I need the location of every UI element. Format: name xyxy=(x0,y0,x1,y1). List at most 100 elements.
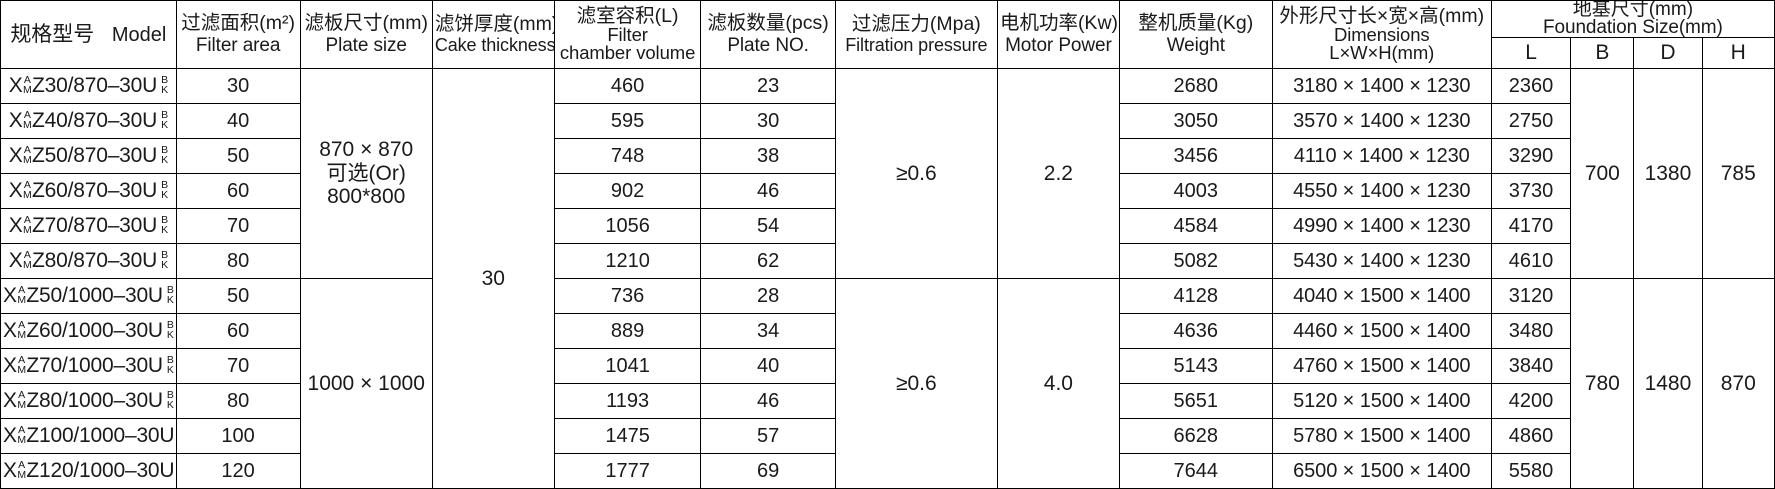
col-header-weight: 整机质量(Kg) Weight xyxy=(1118,0,1273,70)
table-body: X A M Z30/870–30U B K 30 870 × 870 可选(Or) 800*800… xyxy=(0,68,1775,489)
table-row: X A M Z70/1000–30U B K 70 1041 40 5143 4760 × 1500… xyxy=(0,348,1775,385)
col-header-plate-size: 滤板尺寸(mm) Plate size xyxy=(299,0,433,70)
cell-weight: 6628 xyxy=(1118,418,1273,455)
col-header-filter-area-cn: 过滤面积(m²) xyxy=(181,12,295,34)
cell-foundation-l: 4610 xyxy=(1490,243,1572,280)
cell-filter-area: 40 xyxy=(175,103,301,140)
model-prefix: X xyxy=(3,354,17,378)
model-prefix: X xyxy=(3,284,17,308)
cell-chamber-volume: 1210 xyxy=(553,243,702,280)
cell-chamber-volume: 595 xyxy=(553,103,702,140)
col-header-dimensions-en1: Dimensions xyxy=(1333,24,1430,46)
cell-foundation-l: 4170 xyxy=(1490,208,1572,245)
cell-plate-no: 23 xyxy=(700,68,836,105)
col-header-model-en: Model xyxy=(111,23,167,46)
cell-foundation-l: 4860 xyxy=(1490,418,1572,455)
cell-foundation-h: 785 xyxy=(1701,68,1775,280)
cell-model: X A M Z70/1000–30U B K xyxy=(0,348,177,385)
cell-foundation-l: 2360 xyxy=(1490,68,1572,105)
col-header-dimensions-en2: L×W×H(mm) xyxy=(1329,42,1435,64)
col-header-chamber-volume-en2: chamber volume xyxy=(559,42,696,64)
cell-foundation-l: 4200 xyxy=(1490,383,1572,420)
cell-filter-area: 30 xyxy=(175,68,301,105)
cell-plate-no: 34 xyxy=(700,313,836,350)
cell-foundation-l: 3840 xyxy=(1490,348,1572,385)
cell-plate-no: 38 xyxy=(700,138,836,175)
cell-foundation-b: 700 xyxy=(1570,68,1635,280)
cell-weight: 2680 xyxy=(1118,68,1273,105)
cell-chamber-volume: 748 xyxy=(553,138,702,175)
col-header-model-cn: 规格型号 xyxy=(10,22,95,46)
cell-foundation-h: 870 xyxy=(1701,278,1775,489)
col-header-model: 规格型号 Model xyxy=(0,0,177,70)
cell-dimensions: 4110 × 1400 × 1230 xyxy=(1271,138,1492,175)
cell-dimensions: 4550 × 1400 × 1230 xyxy=(1271,173,1492,210)
cell-model: X A M Z40/870–30U B K xyxy=(0,103,177,140)
col-header-cake-thickness-cn: 滤饼厚度(mm) xyxy=(434,12,555,35)
cell-model: X A M Z80/870–30U B K xyxy=(0,243,177,280)
cell-filter-area: 50 xyxy=(175,278,301,315)
col-header-cake-thickness: 滤饼厚度(mm) Cake thickness xyxy=(431,0,555,70)
model-body: Z60/870–30U xyxy=(32,179,158,203)
cell-foundation-l: 3480 xyxy=(1490,313,1572,350)
table-row: X A M Z60/1000–30U B K 60 889 34 4636 4460 × 1500 … xyxy=(0,313,1775,350)
cell-plate-no: 46 xyxy=(700,383,836,420)
col-header-chamber-volume: 滤室容积(L) Filter chamber volume xyxy=(553,0,702,70)
col-header-motor-power: 电机功率(Kw) Motor Power xyxy=(996,0,1120,70)
cell-weight: 4584 xyxy=(1118,208,1273,245)
cell-plate-no: 28 xyxy=(700,278,836,315)
cell-weight: 7644 xyxy=(1118,453,1273,489)
cell-dimensions: 3180 × 1400 × 1230 xyxy=(1271,68,1492,105)
col-header-foundation-l: L xyxy=(1490,37,1572,70)
cell-chamber-volume: 736 xyxy=(553,278,702,315)
col-header-pressure-en: Filtration pressure xyxy=(845,35,988,56)
cell-chamber-volume: 1777 xyxy=(553,453,702,489)
model-body: Z80/870–30U xyxy=(32,249,158,273)
model-prefix: X xyxy=(8,179,23,203)
cell-model: X A M Z30/870–30U B K xyxy=(0,68,177,105)
model-prefix: X xyxy=(8,109,23,133)
cell-weight: 4003 xyxy=(1118,173,1273,210)
cell-model: X A M Z80/1000–30U B K xyxy=(0,383,177,420)
cell-filter-area: 60 xyxy=(175,173,301,210)
table-row: X A M Z50/1000–30U B K 50 1000 × 1000 736 28 ≥0.6 4… xyxy=(0,278,1775,489)
table-header: 规格型号 Model 过滤面积(m²) Filter area 滤板尺寸(mm)… xyxy=(0,0,1775,70)
cell-dimensions: 4460 × 1500 × 1400 xyxy=(1271,313,1492,350)
cell-filter-area: 60 xyxy=(175,313,301,350)
cell-plate-no: 30 xyxy=(700,103,836,140)
cell-model: X A M Z60/1000–30U B K xyxy=(0,313,177,350)
cell-plate-no: 57 xyxy=(700,418,836,455)
model-prefix: X xyxy=(3,459,17,483)
col-header-plate-size-cn: 滤板尺寸(mm) xyxy=(304,12,428,34)
col-header-pressure: 过滤压力(Mpa) Filtration pressure xyxy=(834,0,998,70)
col-header-foundation-cn: 地基尺寸(mm) xyxy=(1572,0,1694,20)
cell-filter-area: 80 xyxy=(175,243,301,280)
cell-weight: 4636 xyxy=(1118,313,1273,350)
col-header-plate-no-cn: 滤板数量(pcs) xyxy=(707,12,829,34)
cell-chamber-volume: 1475 xyxy=(553,418,702,455)
cell-chamber-volume: 889 xyxy=(553,313,702,350)
cell-foundation-b: 780 xyxy=(1570,278,1635,489)
table-row: X A M Z80/870–30U B K 80 1210 62 5082 5430 × 1400 … xyxy=(0,243,1775,280)
model-prefix: X xyxy=(8,249,23,273)
cell-model: X A M Z50/1000–30U B K xyxy=(0,278,177,315)
cell-dimensions: 4040 × 1500 × 1400 xyxy=(1271,278,1492,315)
model-body: Z70/1000–30U xyxy=(26,354,163,378)
cell-weight: 3050 xyxy=(1118,103,1273,140)
model-body: Z120/1000–30U xyxy=(26,459,175,483)
cell-motor-power: 4.0 xyxy=(996,278,1120,489)
